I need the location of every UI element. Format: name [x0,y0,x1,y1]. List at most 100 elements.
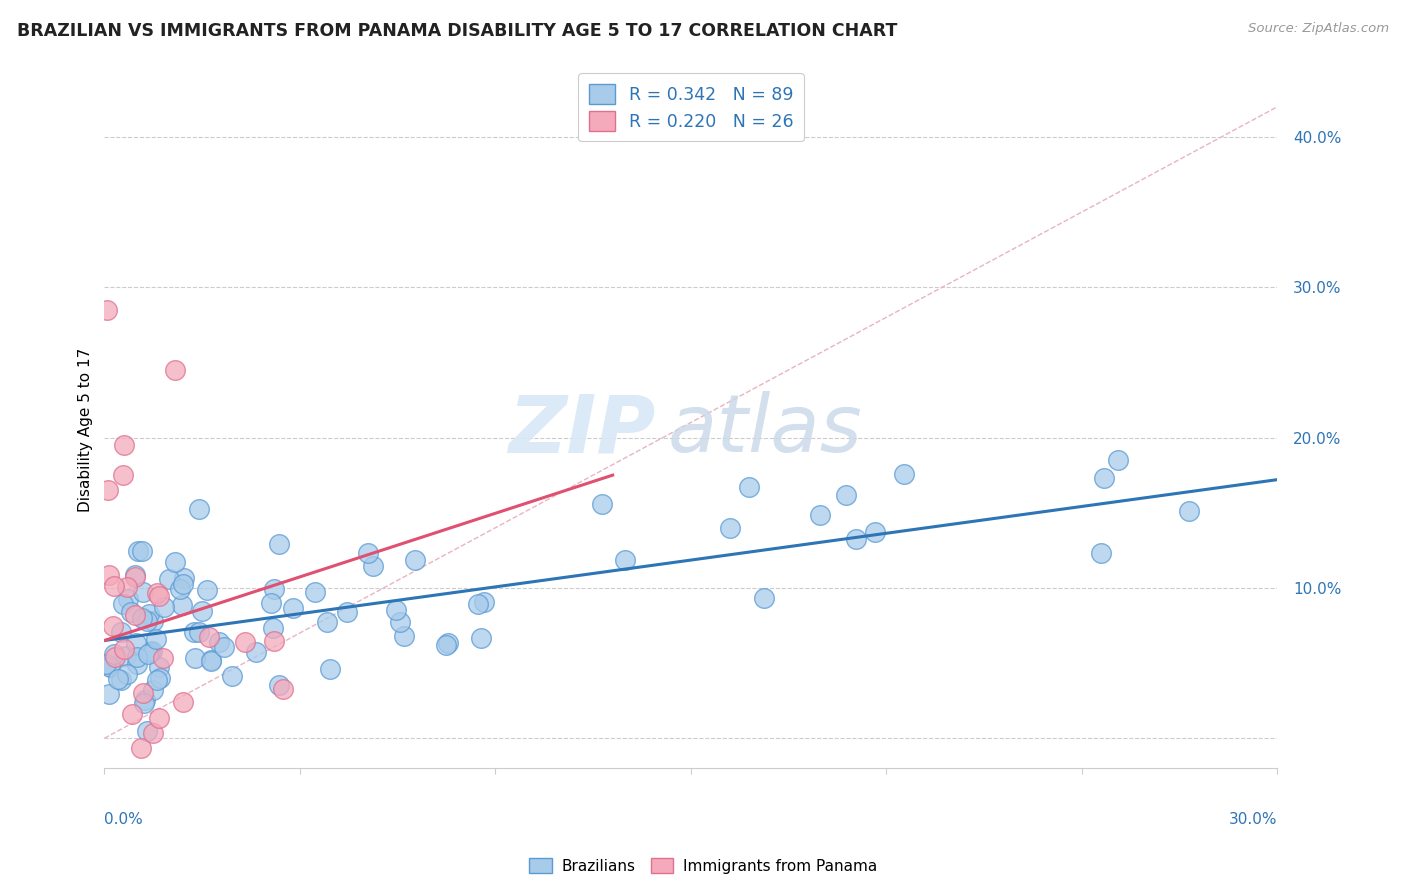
Text: atlas: atlas [668,391,862,469]
Point [738,480,761,494]
Point [172,695,194,709]
Point [148,660,170,674]
Point [591,497,613,511]
Point [127,657,149,672]
Point [263,633,285,648]
Point [808,508,831,523]
Point [142,683,165,698]
Point [121,707,143,722]
Point [132,686,155,700]
Point [115,667,138,681]
Point [169,582,191,597]
Point [198,631,221,645]
Point [474,594,496,608]
Y-axis label: Disability Age 5 to 17: Disability Age 5 to 17 [79,348,93,512]
Point [165,363,187,377]
Point [125,650,148,665]
Point [98,660,121,674]
Point [145,632,167,646]
Point [110,673,132,688]
Point [98,658,121,673]
Point [142,614,165,628]
Point [467,597,489,611]
Point [115,580,138,594]
Point [139,645,162,659]
Point [865,525,887,540]
Point [129,740,152,755]
Text: BRAZILIAN VS IMMIGRANTS FROM PANAMA DISABILITY AGE 5 TO 17 CORRELATION CHART: BRAZILIAN VS IMMIGRANTS FROM PANAMA DISA… [17,22,897,40]
Point [281,601,304,615]
Point [245,645,267,659]
Point [120,605,142,619]
Point [117,592,139,607]
Point [188,502,211,516]
Text: ZIP: ZIP [509,391,655,469]
Point [336,605,359,619]
Point [188,625,211,640]
Legend: Brazilians, Immigrants from Panama: Brazilians, Immigrants from Panama [523,852,883,880]
Point [112,641,135,656]
Point [835,488,858,502]
Point [271,682,294,697]
Point [304,584,326,599]
Point [1107,452,1129,467]
Point [110,625,132,640]
Point [165,555,187,569]
Point [1092,471,1115,485]
Point [183,624,205,639]
Point [1178,503,1201,517]
Point [434,638,457,652]
Point [101,619,124,633]
Point [269,537,291,551]
Point [103,647,125,661]
Point [104,649,127,664]
Point [107,672,129,686]
Point [718,521,741,535]
Point [389,615,412,629]
Point [145,673,167,688]
Point [111,597,134,611]
Text: 0.0%: 0.0% [104,813,143,827]
Point [124,567,146,582]
Point [200,653,222,667]
Point [845,532,868,546]
Point [1090,546,1112,560]
Text: Source: ZipAtlas.com: Source: ZipAtlas.com [1249,22,1389,36]
Point [208,635,231,649]
Point [115,649,138,664]
Point [98,687,121,701]
Point [148,589,170,603]
Point [437,636,460,650]
Point [148,711,170,725]
Point [97,483,120,498]
Point [197,583,219,598]
Point [263,582,285,597]
Point [124,608,146,623]
Point [157,572,180,586]
Point [103,579,125,593]
Point [124,570,146,584]
Point [172,599,194,613]
Point [141,644,163,658]
Point [132,584,155,599]
Point [357,546,380,560]
Text: 30.0%: 30.0% [1229,813,1277,827]
Point [233,635,256,649]
Point [149,671,172,685]
Point [135,724,157,739]
Legend: R = 0.342   N = 89, R = 0.220   N = 26: R = 0.342 N = 89, R = 0.220 N = 26 [578,73,804,141]
Point [404,552,426,566]
Point [146,586,169,600]
Point [153,600,176,615]
Point [221,669,243,683]
Point [112,438,135,452]
Point [96,657,118,671]
Point [613,553,636,567]
Point [125,636,148,650]
Point [138,607,160,621]
Point [152,650,174,665]
Point [316,615,339,629]
Point [136,647,159,661]
Point [752,591,775,606]
Point [260,597,283,611]
